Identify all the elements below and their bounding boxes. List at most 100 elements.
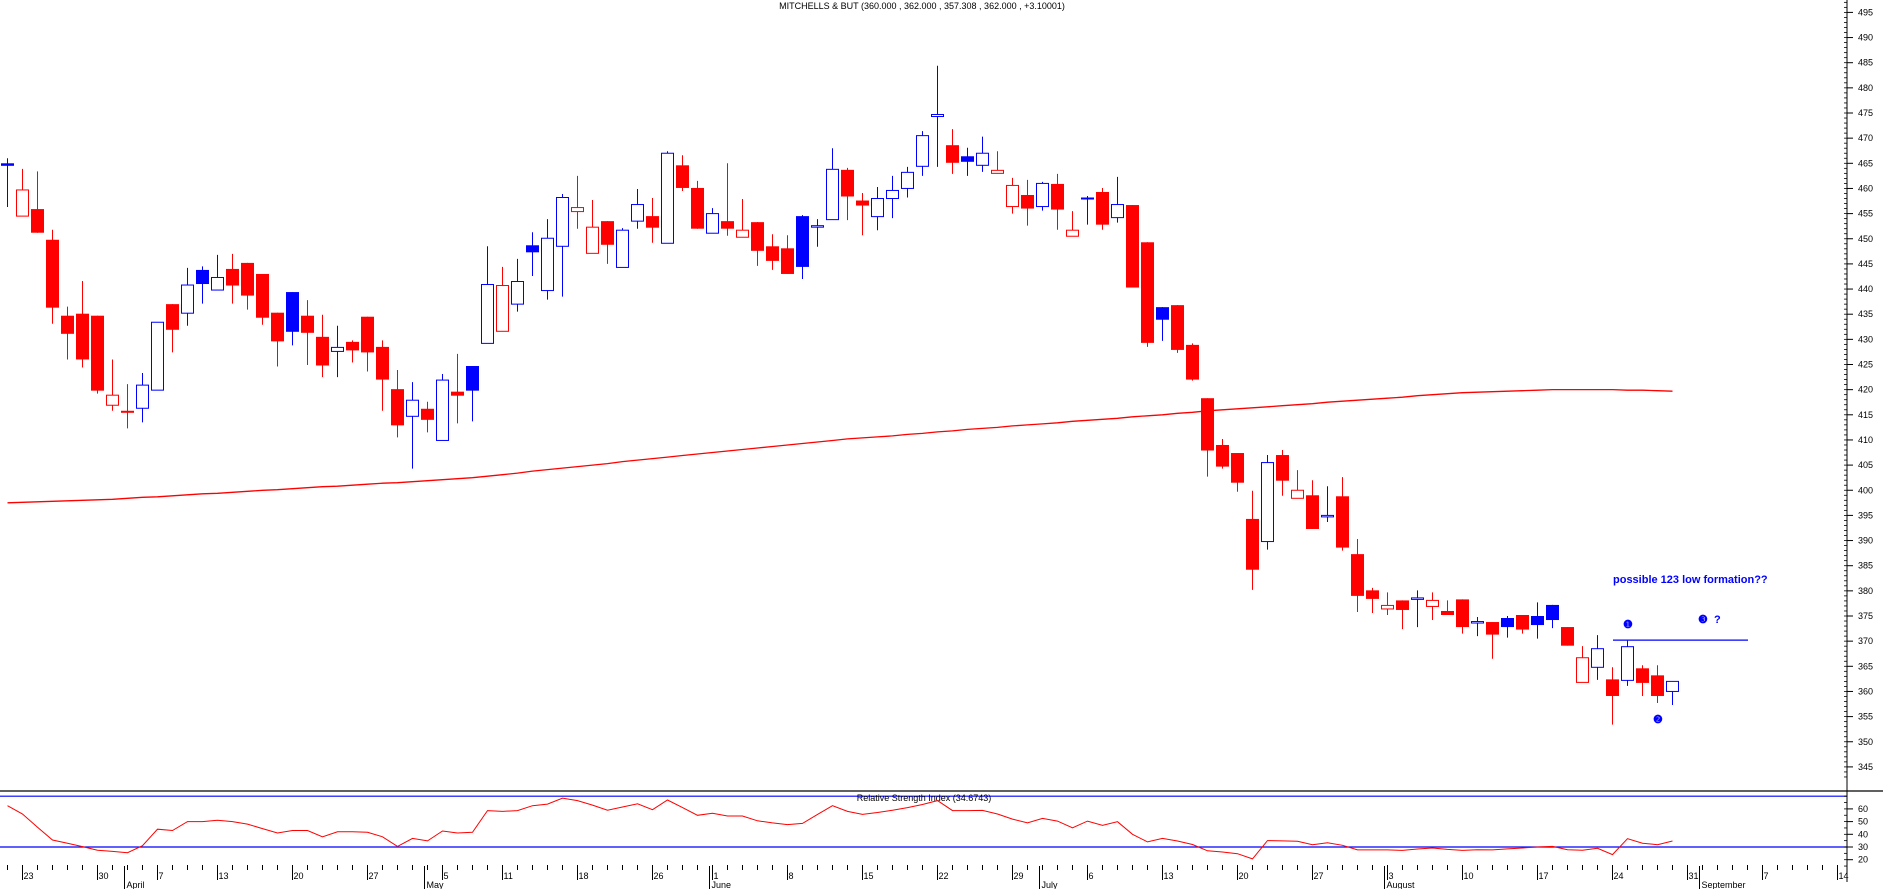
candle-body-filled xyxy=(1456,599,1469,628)
candle-body-hollow xyxy=(706,213,719,234)
x-tick-label: 20 xyxy=(294,871,304,881)
candle-body-hollow xyxy=(976,152,989,166)
candle-body-filled xyxy=(1606,679,1619,696)
candle-body-filled xyxy=(286,292,299,332)
y-tick-label: 395 xyxy=(1858,510,1873,520)
x-tick-label: 30 xyxy=(99,871,109,881)
x-tick-label: 23 xyxy=(24,871,34,881)
y-tick-label: 380 xyxy=(1858,586,1873,596)
x-month-label: September xyxy=(1702,880,1746,889)
moving-average-line xyxy=(7,388,1673,504)
x-tick-label: 1 xyxy=(714,871,719,881)
candle-body-filled xyxy=(1096,191,1109,225)
candle-body-filled xyxy=(391,389,404,426)
x-month-label: May xyxy=(427,880,445,889)
candle-body-filled xyxy=(961,156,974,162)
x-tick-label: 17 xyxy=(1539,871,1549,881)
annotation-123-low: possible 123 low formation?? ❶ ❷ ❸ ? xyxy=(1613,574,1768,726)
candle-body-hollow xyxy=(871,198,884,218)
candle-body-filled xyxy=(1306,495,1319,529)
candle-body-hollow xyxy=(901,171,914,189)
candle-body-filled xyxy=(1231,453,1244,483)
candle-body-filled xyxy=(1396,600,1409,610)
y-tick-label: 415 xyxy=(1858,410,1873,420)
candle-body-filled xyxy=(1651,675,1664,696)
x-month-label: August xyxy=(1387,880,1416,889)
candles xyxy=(1,65,1679,725)
candle-body-filled xyxy=(691,187,704,229)
candle-body-hollow xyxy=(1291,489,1304,499)
marker-2: ❷ xyxy=(1653,714,1663,726)
y-tick-label: 345 xyxy=(1858,762,1873,772)
candle-body-filled xyxy=(1171,305,1184,350)
y-tick-label: 465 xyxy=(1858,158,1873,168)
candle-body-filled xyxy=(1186,344,1199,380)
candle-body-filled xyxy=(1051,183,1064,210)
candle-body-hollow xyxy=(1111,204,1124,219)
rsi-tick-label: 40 xyxy=(1858,829,1868,839)
candle-body-hollow xyxy=(1261,462,1274,543)
candle-body-hollow xyxy=(631,204,644,222)
candle-body-hollow xyxy=(136,384,149,409)
candle-body-hollow xyxy=(511,281,524,305)
candle-body-hollow xyxy=(151,321,164,391)
y-tick-label: 355 xyxy=(1858,712,1873,722)
candle-body-hollow xyxy=(571,207,584,213)
candle-body-hollow xyxy=(586,226,599,254)
y-tick-label: 470 xyxy=(1858,133,1873,143)
candle-body-hollow xyxy=(931,114,944,118)
rsi-tick-label: 30 xyxy=(1858,842,1868,852)
candle-body-hollow xyxy=(1576,657,1589,683)
y-tick-label: 440 xyxy=(1858,284,1873,294)
candle-body-hollow xyxy=(1381,604,1394,610)
x-tick-label: 15 xyxy=(864,871,874,881)
y-tick-label: 360 xyxy=(1858,686,1873,696)
candle-body-filled xyxy=(1021,194,1034,209)
y-tick-label: 475 xyxy=(1858,108,1873,118)
candle-body-hollow xyxy=(991,169,1004,174)
x-tick-label: 24 xyxy=(1614,871,1624,881)
y-tick-label: 385 xyxy=(1858,561,1873,571)
y-tick-label: 410 xyxy=(1858,435,1873,445)
y-tick-label: 400 xyxy=(1858,485,1873,495)
candle-body-filled xyxy=(1531,616,1544,626)
marker-3: ❸ xyxy=(1698,614,1708,626)
candle-body-filled xyxy=(121,410,134,413)
y-tick-label: 365 xyxy=(1858,661,1873,671)
candle-body-filled xyxy=(46,239,59,308)
y-axis: 495 490 485 480 475 470 465 460 455 450 445 440 435 4… xyxy=(1844,0,1873,882)
candle-body-filled xyxy=(76,313,89,360)
rsi-layer xyxy=(7,797,1673,860)
y-tick-label: 450 xyxy=(1858,234,1873,244)
y-tick-label: 435 xyxy=(1858,309,1873,319)
candle-body-hollow xyxy=(1666,680,1679,692)
candle-body-filled xyxy=(601,221,614,245)
marker-1: ❶ xyxy=(1623,619,1633,631)
candle-body-hollow xyxy=(811,225,824,228)
candle-body-filled xyxy=(1,163,14,166)
x-month-label: July xyxy=(1042,880,1059,889)
candle-body-filled xyxy=(316,336,329,366)
candle-body-filled xyxy=(301,315,314,333)
x-tick-label: 26 xyxy=(654,871,664,881)
candle-body-hollow xyxy=(181,284,194,314)
candle-body-hollow xyxy=(481,284,494,344)
candle-body-filled xyxy=(1486,622,1499,635)
candle-body-filled xyxy=(1561,627,1574,646)
x-tick-label: 22 xyxy=(939,871,949,881)
candle-body-hollow xyxy=(1006,184,1019,208)
x-tick-label: 20 xyxy=(1239,871,1249,881)
candle-body-hollow xyxy=(661,152,674,244)
y-tick-label: 420 xyxy=(1858,385,1873,395)
candle-body-filled xyxy=(1156,307,1169,320)
candle-body-filled xyxy=(451,391,464,396)
y-tick-label: 455 xyxy=(1858,209,1873,219)
rsi-tick-label: 60 xyxy=(1858,804,1868,814)
x-month-label: June xyxy=(712,880,732,889)
y-tick-label: 405 xyxy=(1858,460,1873,470)
y-tick-label: 495 xyxy=(1858,7,1873,17)
x-tick-label: 5 xyxy=(444,871,449,881)
rsi-line xyxy=(7,797,1673,860)
candle-body-hollow xyxy=(1411,597,1424,600)
